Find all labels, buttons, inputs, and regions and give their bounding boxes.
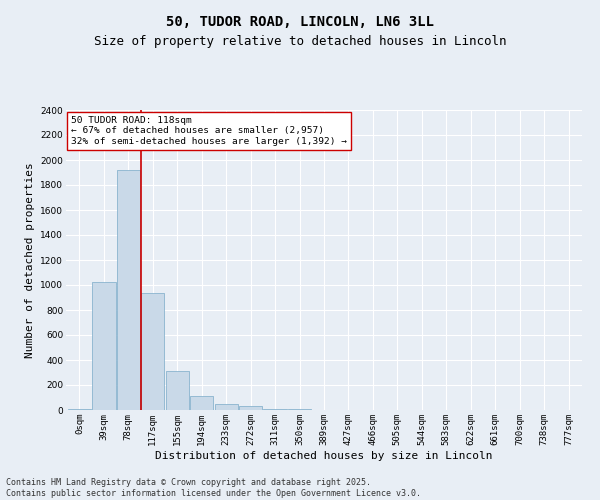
Bar — [141, 293, 164, 410]
Y-axis label: Number of detached properties: Number of detached properties — [25, 162, 35, 358]
Bar — [68, 409, 91, 410]
Text: 50, TUDOR ROAD, LINCOLN, LN6 3LL: 50, TUDOR ROAD, LINCOLN, LN6 3LL — [166, 15, 434, 29]
Bar — [166, 370, 189, 410]
Bar — [190, 396, 214, 410]
Bar — [239, 406, 262, 410]
Text: 50 TUDOR ROAD: 118sqm
← 67% of detached houses are smaller (2,957)
32% of semi-d: 50 TUDOR ROAD: 118sqm ← 67% of detached … — [71, 116, 347, 146]
Text: Size of property relative to detached houses in Lincoln: Size of property relative to detached ho… — [94, 35, 506, 48]
Text: Contains HM Land Registry data © Crown copyright and database right 2025.
Contai: Contains HM Land Registry data © Crown c… — [6, 478, 421, 498]
X-axis label: Distribution of detached houses by size in Lincoln: Distribution of detached houses by size … — [155, 450, 493, 460]
Bar — [92, 282, 116, 410]
Bar — [263, 409, 287, 410]
Bar — [215, 404, 238, 410]
Bar — [117, 170, 140, 410]
